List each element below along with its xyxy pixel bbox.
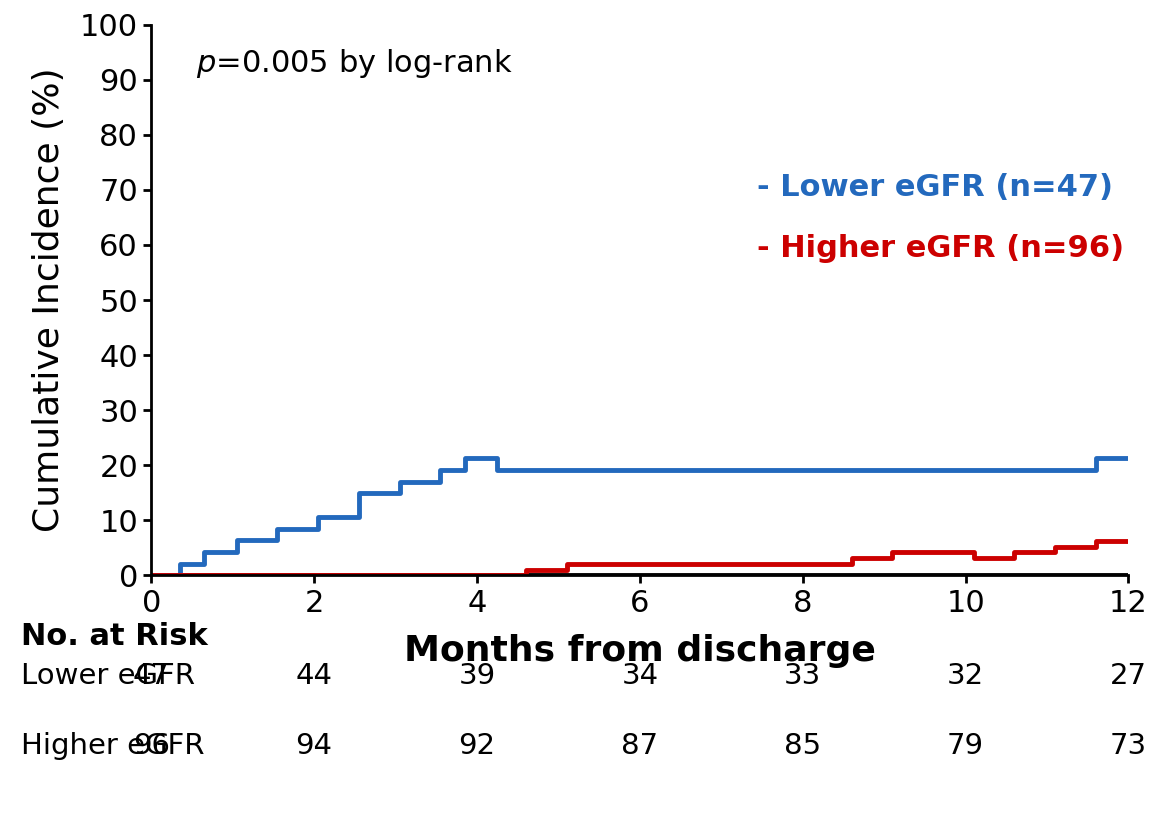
Text: 39: 39 (458, 662, 495, 690)
Text: 96: 96 (133, 732, 170, 760)
Text: 44: 44 (295, 662, 333, 690)
Text: 27: 27 (1110, 662, 1147, 690)
X-axis label: Months from discharge: Months from discharge (404, 635, 876, 668)
Text: 79: 79 (947, 732, 984, 760)
Text: 33: 33 (784, 662, 821, 690)
Text: 92: 92 (458, 732, 495, 760)
Text: No. at Risk: No. at Risk (21, 621, 208, 651)
Text: 85: 85 (784, 732, 821, 760)
Text: 94: 94 (295, 732, 333, 760)
Text: - Lower eGFR (n=47): - Lower eGFR (n=47) (757, 173, 1113, 202)
Text: 34: 34 (621, 662, 658, 690)
Text: Lower eGFR: Lower eGFR (21, 662, 195, 690)
Text: $\it{p}$=0.005 by log-rank: $\it{p}$=0.005 by log-rank (195, 47, 513, 80)
Text: - Higher eGFR (n=96): - Higher eGFR (n=96) (757, 234, 1123, 263)
Text: 47: 47 (133, 662, 170, 690)
Text: 73: 73 (1110, 732, 1147, 760)
Y-axis label: Cumulative Incidence (%): Cumulative Incidence (%) (33, 67, 66, 533)
Text: 32: 32 (947, 662, 984, 690)
Text: 87: 87 (621, 732, 658, 760)
Text: Higher eGFR: Higher eGFR (21, 732, 205, 760)
